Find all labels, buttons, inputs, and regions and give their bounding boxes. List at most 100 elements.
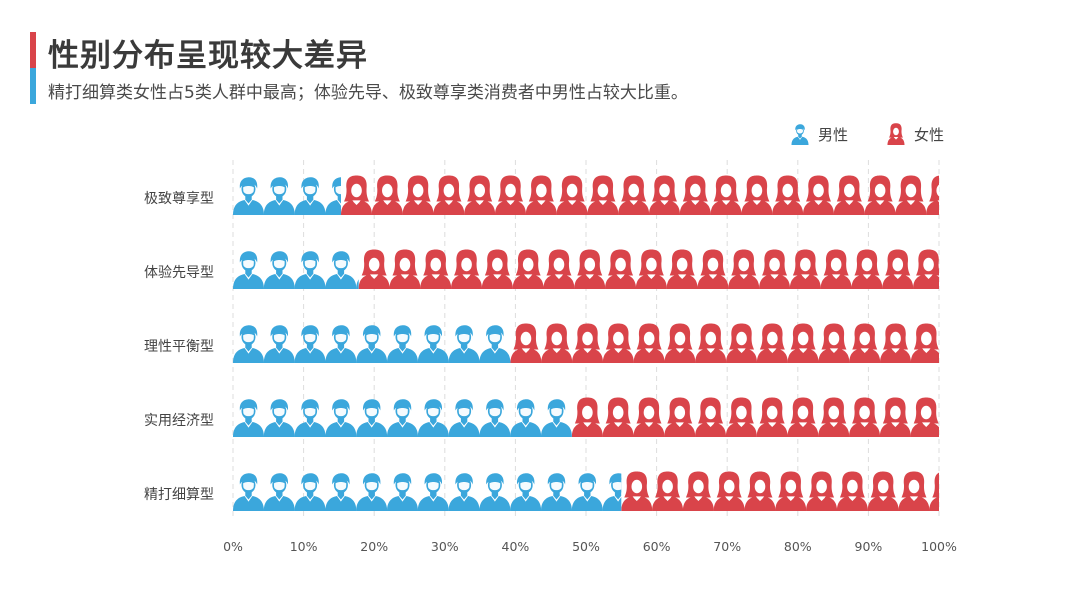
male-person-icon (417, 473, 449, 511)
female-person-icon (664, 397, 696, 437)
female-person-icon (574, 249, 606, 289)
page-title: 性别分布呈现较大差异 (48, 38, 368, 74)
pictograph-row (233, 323, 939, 363)
female-person-icon (571, 397, 603, 437)
female-person-icon (789, 249, 821, 289)
female-person-icon (633, 323, 665, 363)
x-tick-label: 0% (223, 539, 243, 554)
female-person-icon (879, 397, 911, 437)
x-tick-label: 20% (360, 539, 388, 554)
legend-item: 男性 (791, 124, 848, 145)
female-person-icon (851, 249, 883, 289)
male-bar (233, 399, 572, 437)
female-person-icon (772, 175, 804, 215)
female-person-icon (741, 175, 773, 215)
female-person-icon (926, 175, 939, 215)
male-person-icon (510, 399, 542, 437)
female-person-icon (728, 249, 760, 289)
title-accent-bar (30, 32, 36, 104)
male-person-icon (387, 473, 418, 511)
female-bar (358, 249, 939, 289)
female-person-icon (621, 471, 653, 511)
x-tick-label: 10% (290, 539, 318, 554)
female-person-icon (512, 249, 544, 289)
male-person-icon (294, 399, 326, 437)
female-person-icon (556, 175, 588, 215)
male-person-icon (233, 251, 264, 289)
male-person-icon (233, 325, 264, 363)
male-person-icon (448, 399, 480, 437)
male-person-icon (263, 177, 295, 215)
female-person-icon (371, 175, 403, 215)
male-person-icon (325, 473, 357, 511)
female-bar (571, 397, 939, 437)
female-person-icon (820, 249, 852, 289)
female-person-icon (633, 397, 665, 437)
female-person-icon (602, 397, 634, 437)
male-person-icon (325, 325, 357, 363)
female-person-icon (543, 249, 575, 289)
female-person-icon (864, 175, 896, 215)
x-tick-label: 30% (431, 539, 459, 554)
female-person-icon (744, 471, 776, 511)
female-person-icon (420, 249, 452, 289)
female-person-icon (726, 323, 758, 363)
page-subtitle: 精打细算类女性占5类人群中最高；体验先导、极致尊享类消费者中男性占较大比重。 (48, 83, 688, 103)
title-accent-blue (30, 68, 36, 104)
female-person-icon (849, 323, 881, 363)
female-person-icon (495, 175, 527, 215)
female-person-icon (725, 397, 757, 437)
female-person-icon (836, 471, 868, 511)
female-bar (341, 175, 939, 215)
female-person-icon (898, 471, 930, 511)
legend: 男性 女性 (791, 123, 944, 145)
female-person-icon (775, 471, 807, 511)
female-person-icon (572, 323, 604, 363)
male-person-icon (325, 399, 357, 437)
female-person-icon (664, 323, 696, 363)
female-person-icon (618, 175, 650, 215)
male-person-icon (387, 325, 418, 363)
female-person-icon (756, 397, 788, 437)
male-person-icon (233, 177, 264, 215)
male-person-icon (263, 473, 295, 511)
category-label: 精打细算型 (144, 486, 214, 503)
female-person-icon (682, 471, 714, 511)
male-bar (233, 473, 622, 511)
female-person-icon (806, 471, 838, 511)
male-person-icon (294, 325, 326, 363)
male-person-icon (356, 325, 388, 363)
female-person-icon (402, 175, 434, 215)
legend-label: 男性 (818, 126, 848, 144)
x-tick-label: 100% (921, 539, 957, 554)
category-label: 理性平衡型 (144, 339, 214, 355)
male-person-icon (417, 325, 449, 363)
female-person-icon (787, 323, 819, 363)
female-person-icon (481, 249, 513, 289)
male-person-icon (356, 473, 388, 511)
female-person-icon (818, 397, 850, 437)
male-person-icon (791, 124, 809, 145)
male-person-icon (541, 399, 572, 437)
male-person-icon (479, 325, 511, 363)
female-person-icon (787, 397, 819, 437)
female-person-icon (341, 175, 373, 215)
x-axis-ticks: 0% 10% 20% 30% 40% 50% 60% 70% 80% 90% 100% (223, 539, 957, 554)
male-person-icon (263, 251, 295, 289)
male-person-icon (294, 177, 326, 215)
male-person-icon (417, 399, 449, 437)
pictograph-bars (233, 175, 939, 511)
female-person-icon (697, 249, 729, 289)
female-person-icon (666, 249, 698, 289)
male-person-icon (571, 473, 603, 511)
male-person-icon (294, 251, 326, 289)
male-person-icon (263, 399, 295, 437)
pictograph-row (233, 471, 939, 511)
female-person-icon (358, 249, 390, 289)
male-bar (233, 177, 342, 215)
category-label: 实用经济型 (144, 413, 214, 429)
x-tick-label: 60% (643, 539, 671, 554)
female-person-icon (635, 249, 667, 289)
female-person-icon (649, 175, 681, 215)
